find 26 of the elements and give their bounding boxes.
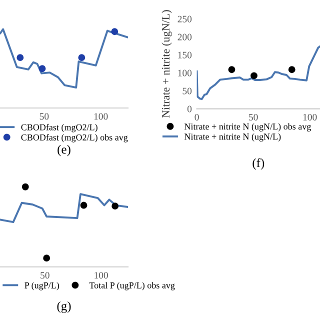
line-series	[196, 46, 320, 100]
y-tick-label: 150	[178, 52, 192, 58]
x-tick-label: 0	[194, 114, 199, 121]
x-tick-label: 50	[249, 114, 258, 121]
point	[22, 183, 29, 190]
text: (f)	[252, 158, 264, 170]
legend-label: Total P (ugP/L) obs avg	[89, 282, 175, 290]
y-axis-title: Nitrate + nitrite (ugN/L)	[162, 10, 172, 118]
legend-label: P (ugP/L)	[24, 282, 59, 290]
text: (g)	[57, 301, 71, 313]
text: (e)	[58, 144, 70, 156]
y-tick-label: 0	[187, 106, 192, 112]
y-tick-label: 50	[182, 88, 192, 94]
y-tick-label: 100	[178, 70, 192, 76]
point	[80, 202, 88, 209]
x-tick-label: 100	[94, 113, 108, 120]
legend-label: CBODfast (mgO2/L) obs avg	[21, 134, 128, 142]
legend-label: CBODfast (mgO2/L)	[21, 124, 98, 132]
legend-label: Nitrate + nitrite N (ugN/L) obs avg	[184, 123, 311, 132]
point	[43, 254, 50, 262]
x-tick-label: 100	[303, 114, 317, 121]
point	[112, 202, 119, 210]
x-tick-label: 50	[40, 113, 49, 120]
y-tick-label: 200	[178, 34, 192, 40]
legend-label: Nitrate + nitrite N (ugN/L)	[184, 133, 281, 142]
y-tick-label: 250	[178, 16, 192, 22]
